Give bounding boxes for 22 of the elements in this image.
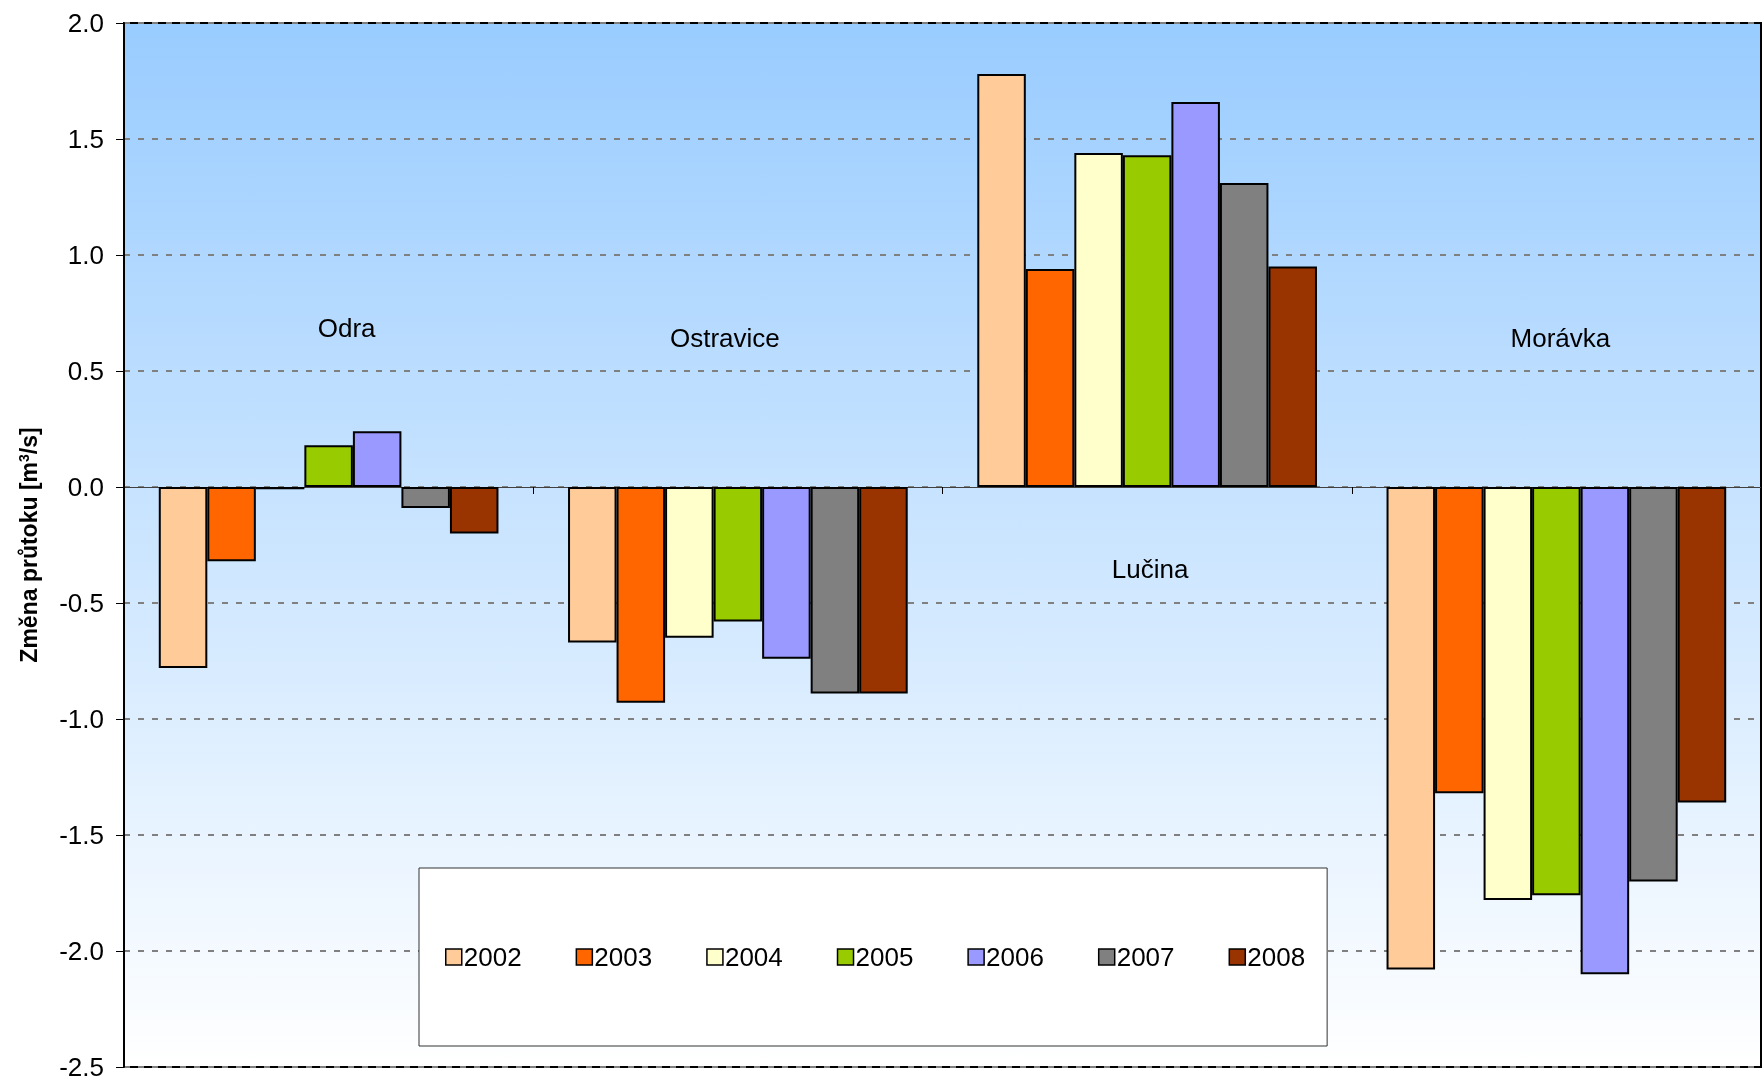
y-tick-label: 1.5 xyxy=(67,124,104,154)
y-tick-label: -2.5 xyxy=(59,1052,104,1081)
y-tick-label: 0.5 xyxy=(67,356,104,386)
legend-label: 2002 xyxy=(463,942,522,972)
legend-label: 2006 xyxy=(986,942,1044,972)
legend-label: 2003 xyxy=(594,942,653,972)
x-tick-label: Morávka xyxy=(1510,323,1611,353)
y-tick-label: -2.0 xyxy=(59,936,104,966)
y-tick-label: -1.0 xyxy=(59,704,104,734)
y-tick-label: 0.0 xyxy=(67,472,104,502)
y-tick-label: -0.5 xyxy=(59,588,104,618)
y-tick-label: 1.0 xyxy=(67,240,104,270)
x-tick-label: Ostravice xyxy=(669,323,780,353)
y-tick-label: -1.5 xyxy=(59,820,104,850)
y-axis-title: Změna průtoku [m3/s] xyxy=(15,427,42,663)
legend-label: 2004 xyxy=(724,942,783,972)
legend-label: 2005 xyxy=(855,942,914,972)
x-tick-label: Lučina xyxy=(1111,554,1189,584)
x-tick-label: Odra xyxy=(317,313,377,343)
y-tick-label: 2.0 xyxy=(67,8,104,38)
legend-label: 2008 xyxy=(1247,942,1306,972)
legend-label: 2007 xyxy=(1116,942,1175,972)
